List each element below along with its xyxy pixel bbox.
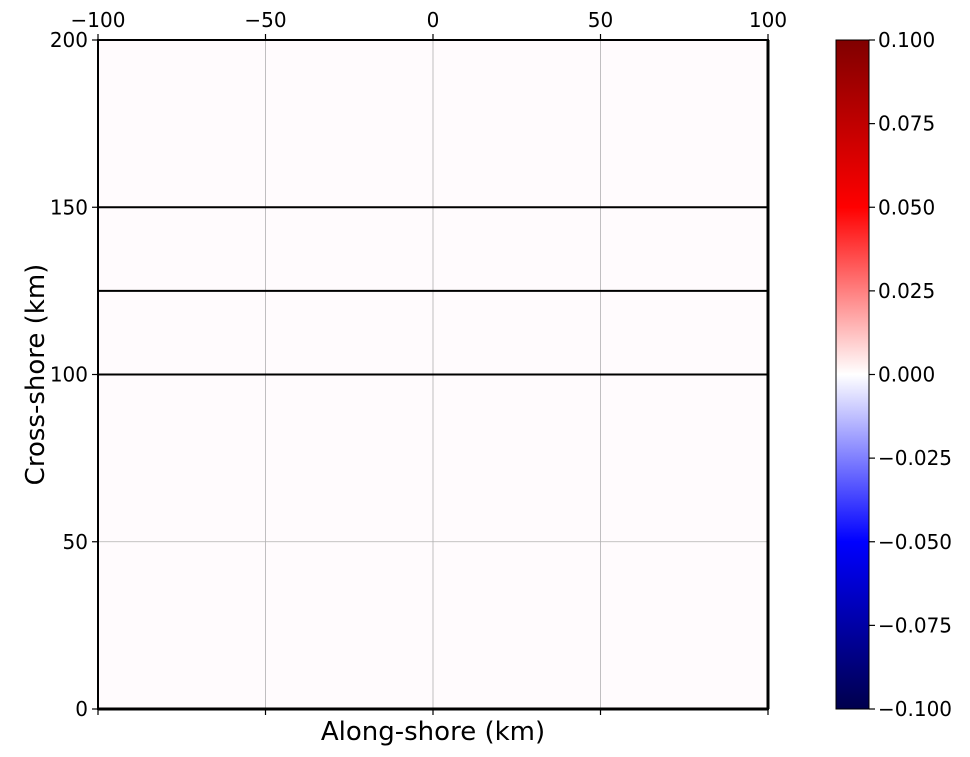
colorbar: 0.100 0.075 0.050 0.025 0.000 −0.025 −0.050 −0.… — [835, 28, 952, 721]
y-tick-label: 200 — [50, 28, 88, 52]
colorbar-tick-label: −0.100 — [878, 697, 952, 721]
colorbar-tick-label: 0.100 — [878, 28, 935, 52]
colorbar-tick-label: 0.050 — [878, 195, 935, 219]
y-tick-label: 150 — [50, 195, 88, 219]
colorbar-tick-label: −0.025 — [878, 446, 952, 470]
y-tick-label: 0 — [75, 697, 88, 721]
contour-lines — [98, 206, 768, 376]
colorbar-tick-label: −0.075 — [878, 613, 952, 637]
colorbar-tick-label: −0.050 — [878, 530, 952, 554]
y-axis: 0 50 100 150 200 — [50, 28, 98, 721]
x-axis-title: Along-shore (km) — [321, 717, 545, 747]
colorbar-tick-label: 0.000 — [878, 363, 935, 387]
y-tick-label: 100 — [50, 363, 88, 387]
x-tick-label: 50 — [588, 8, 613, 32]
y-tick-label: 50 — [63, 530, 88, 554]
colorbar-tick-label: 0.025 — [878, 279, 935, 303]
colorbar-gradient — [835, 39, 870, 710]
x-tick-label: 0 — [427, 8, 440, 32]
colorbar-ticks: 0.100 0.075 0.050 0.025 0.000 −0.025 −0.050 −0.… — [869, 28, 952, 721]
x-tick-label: 100 — [749, 8, 787, 32]
plot-area: −100 −50 0 50 100 0 50 100 150 200 — [50, 8, 787, 721]
y-axis-title: Cross-shore (km) — [21, 264, 51, 486]
x-tick-label: −100 — [71, 8, 126, 32]
x-axis: −100 −50 0 50 100 — [71, 8, 787, 715]
colorbar-tick-label: 0.075 — [878, 112, 935, 136]
x-tick-label: −50 — [244, 8, 286, 32]
